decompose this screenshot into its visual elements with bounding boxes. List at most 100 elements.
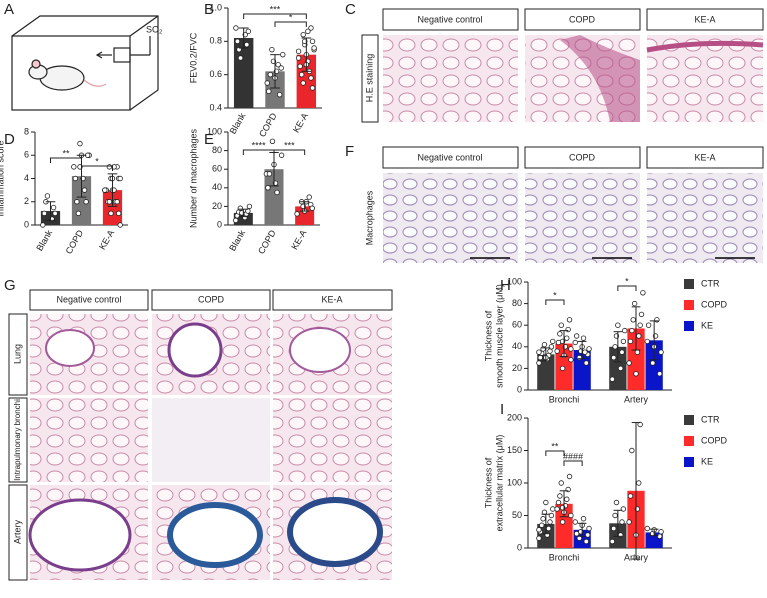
data-point — [634, 349, 641, 355]
y-tick-label: 60 — [212, 164, 222, 174]
airway — [167, 322, 223, 378]
data-point — [554, 348, 560, 354]
micrograph — [383, 35, 518, 122]
y-axis-label: Number of macrophages — [188, 128, 198, 228]
data-point — [44, 193, 51, 199]
x-tick-label: COPD — [256, 228, 278, 256]
data-point — [536, 527, 542, 533]
mouse-ear — [31, 59, 41, 69]
data-point — [545, 525, 552, 532]
y-tick-label: 100 — [207, 126, 222, 136]
chamber-front — [11, 35, 131, 111]
x-tick-label: Blank — [228, 111, 248, 136]
column-header: Negative control — [56, 294, 121, 304]
column-header-box — [382, 146, 519, 169]
row-label: Artery — [12, 520, 22, 545]
y-tick-label: 0.6 — [209, 69, 222, 79]
data-point — [631, 300, 638, 307]
significance-label: #### — [563, 451, 583, 461]
panel-f: Macrophages Negative control COPD KE-A — [364, 146, 764, 263]
data-point — [266, 171, 273, 177]
data-point — [656, 533, 663, 539]
x-tick-label: KE-A — [289, 228, 308, 251]
y-tick-label: 40 — [512, 341, 522, 351]
data-point — [276, 91, 283, 98]
data-point — [547, 348, 553, 354]
column-header: COPD — [569, 152, 596, 162]
data-point — [568, 357, 574, 363]
data-point — [559, 365, 566, 372]
data-point — [539, 522, 545, 528]
significance-label: ** — [551, 441, 559, 451]
data-point — [278, 65, 284, 71]
y-tick-label: 150 — [507, 445, 522, 455]
data-point — [622, 327, 628, 334]
data-point — [295, 48, 302, 55]
data-point — [114, 199, 120, 205]
significance-bracket — [545, 450, 565, 456]
flow-arrow-head — [95, 51, 103, 59]
data-point — [237, 55, 244, 61]
panel-letter: B — [204, 1, 214, 18]
data-point — [309, 205, 315, 211]
data-point — [582, 349, 588, 355]
bar — [233, 38, 254, 108]
legend-label: CTR — [701, 278, 720, 288]
data-point — [50, 204, 57, 211]
significance-label: * — [625, 276, 629, 286]
significance-bracket — [243, 13, 307, 19]
micrograph — [273, 398, 392, 482]
data-point — [311, 45, 317, 51]
micrograph — [647, 35, 763, 122]
y-tick-label: 20 — [212, 201, 222, 211]
y-axis-label: Inflammation score — [0, 140, 5, 216]
data-point — [300, 80, 306, 86]
data-point — [656, 371, 663, 377]
y-tick-label: 0 — [217, 219, 222, 229]
data-point — [566, 473, 573, 480]
artery — [167, 502, 263, 568]
data-point — [246, 203, 253, 210]
significance-label: * — [289, 12, 293, 22]
data-point — [644, 525, 650, 532]
data-point — [613, 499, 620, 506]
column-header: Negative control — [417, 14, 482, 24]
x-tick-label: Artery — [624, 552, 649, 562]
data-point — [576, 354, 583, 361]
data-point — [568, 512, 574, 519]
legend-label: CTR — [701, 414, 720, 424]
column-header: KE-A — [694, 152, 715, 162]
panel-letter: G — [4, 277, 16, 294]
data-point — [269, 138, 276, 144]
data-point — [584, 532, 591, 538]
x-tick-label: KE-A — [97, 228, 116, 251]
data-point — [644, 338, 650, 345]
data-point — [300, 31, 306, 38]
data-point — [573, 333, 580, 339]
significance-bracket — [273, 149, 306, 155]
data-point — [617, 365, 624, 372]
data-point — [237, 205, 243, 211]
data-point — [645, 322, 652, 328]
y-tick-label: 1.0 — [209, 2, 222, 12]
significance-bracket — [617, 285, 637, 291]
y-tick-label: 0 — [517, 542, 522, 552]
y-tick-label: 60 — [512, 320, 522, 330]
x-tick-label: COPD — [64, 228, 86, 256]
data-point — [609, 376, 616, 382]
significance-label: *** — [270, 4, 281, 14]
data-point — [615, 322, 621, 328]
x-tick-label: Blank — [34, 228, 54, 253]
column-header: COPD — [569, 14, 596, 24]
row-label: Lung — [12, 344, 22, 364]
data-point — [559, 519, 566, 525]
data-point — [297, 63, 303, 70]
data-point — [236, 46, 242, 53]
data-point — [547, 519, 553, 525]
y-axis-label: smooth muscle layer (μM) — [494, 284, 504, 388]
micrograph — [647, 173, 763, 263]
data-point — [580, 516, 587, 522]
data-point — [612, 344, 618, 350]
bar — [264, 169, 284, 225]
